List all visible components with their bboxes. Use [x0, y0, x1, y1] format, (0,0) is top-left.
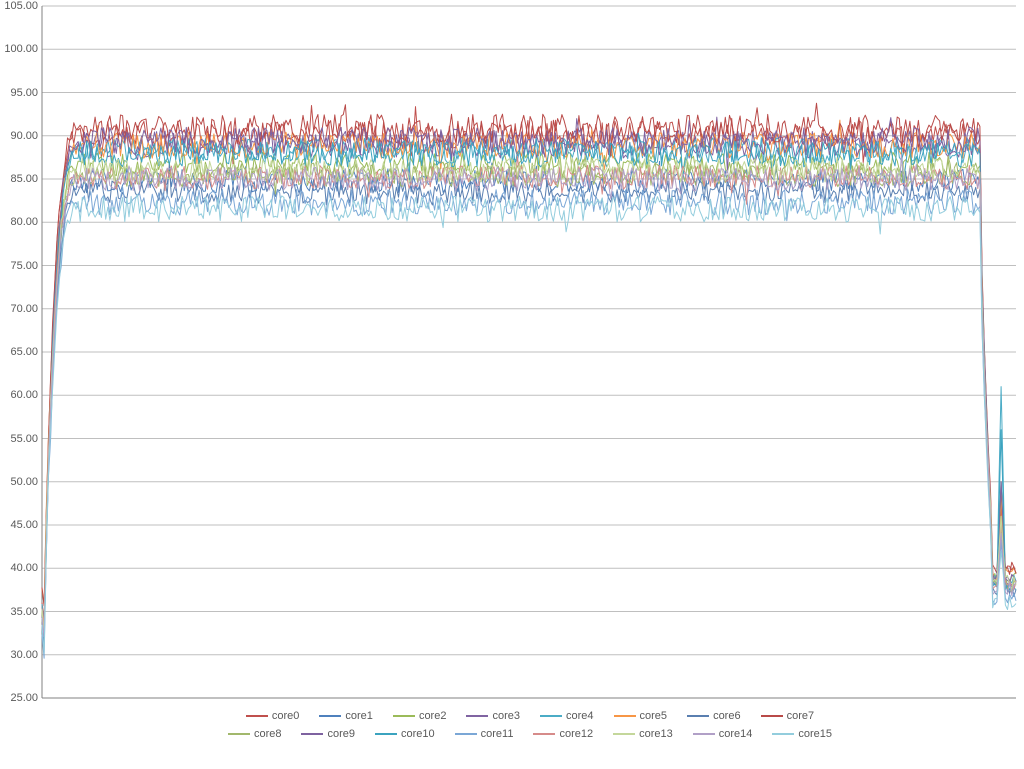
ytick-label: 95.00	[4, 87, 38, 99]
ytick-label: 80.00	[4, 216, 38, 228]
legend-label: core9	[327, 728, 355, 740]
legend-item-core7: core7	[761, 710, 815, 722]
legend-item-core15: core15	[772, 728, 832, 740]
legend-item-core4: core4	[540, 710, 594, 722]
legend-label: core10	[401, 728, 435, 740]
ytick-label: 30.00	[4, 649, 38, 661]
ytick-label: 90.00	[4, 130, 38, 142]
ytick-label: 100.00	[4, 43, 38, 55]
legend-label: core11	[481, 728, 514, 740]
legend-label: core0	[272, 710, 300, 722]
legend-swatch	[613, 733, 635, 735]
ytick-label: 85.00	[4, 173, 38, 185]
chart-svg	[0, 0, 1024, 769]
legend-label: core8	[254, 728, 282, 740]
legend-label: core13	[639, 728, 673, 740]
ytick-label: 40.00	[4, 562, 38, 574]
legend-item-core12: core12	[533, 728, 593, 740]
legend-swatch	[393, 715, 415, 717]
legend-item-core5: core5	[614, 710, 668, 722]
ytick-label: 50.00	[4, 476, 38, 488]
legend-item-core13: core13	[613, 728, 673, 740]
ytick-label: 75.00	[4, 260, 38, 272]
legend-swatch	[540, 715, 562, 717]
legend-swatch	[455, 733, 477, 735]
ytick-label: 35.00	[4, 606, 38, 618]
legend-item-core9: core9	[301, 728, 355, 740]
legend-swatch	[301, 733, 323, 735]
legend-swatch	[533, 733, 555, 735]
ytick-label: 55.00	[4, 433, 38, 445]
legend-label: core5	[640, 710, 668, 722]
legend-label: core12	[559, 728, 593, 740]
ytick-label: 65.00	[4, 346, 38, 358]
legend-swatch	[466, 715, 488, 717]
legend-swatch	[228, 733, 250, 735]
chart-legend: core0 core1 core2 core3 core4 core5 core6 core7…	[220, 710, 840, 740]
legend-item-core11: core11	[455, 728, 514, 740]
legend-item-core14: core14	[693, 728, 753, 740]
legend-label: core3	[492, 710, 520, 722]
legend-label: core2	[419, 710, 447, 722]
legend-label: core6	[713, 710, 741, 722]
ytick-label: 70.00	[4, 303, 38, 315]
ytick-label: 45.00	[4, 519, 38, 531]
legend-label: core1	[345, 710, 373, 722]
legend-label: core7	[787, 710, 815, 722]
legend-item-core0: core0	[246, 710, 300, 722]
legend-item-core8: core8	[228, 728, 282, 740]
legend-label: core14	[719, 728, 753, 740]
legend-swatch	[772, 733, 794, 735]
legend-swatch	[319, 715, 341, 717]
legend-item-core6: core6	[687, 710, 741, 722]
ytick-label: 105.00	[4, 0, 38, 12]
legend-label: core4	[566, 710, 594, 722]
legend-swatch	[761, 715, 783, 717]
legend-swatch	[687, 715, 709, 717]
ytick-label: 25.00	[4, 692, 38, 704]
legend-item-core2: core2	[393, 710, 447, 722]
legend-swatch	[614, 715, 636, 717]
legend-item-core10: core10	[375, 728, 435, 740]
legend-item-core3: core3	[466, 710, 520, 722]
legend-swatch	[693, 733, 715, 735]
legend-label: core15	[798, 728, 832, 740]
legend-swatch	[375, 733, 397, 735]
legend-item-core1: core1	[319, 710, 373, 722]
legend-swatch	[246, 715, 268, 717]
ytick-label: 60.00	[4, 389, 38, 401]
